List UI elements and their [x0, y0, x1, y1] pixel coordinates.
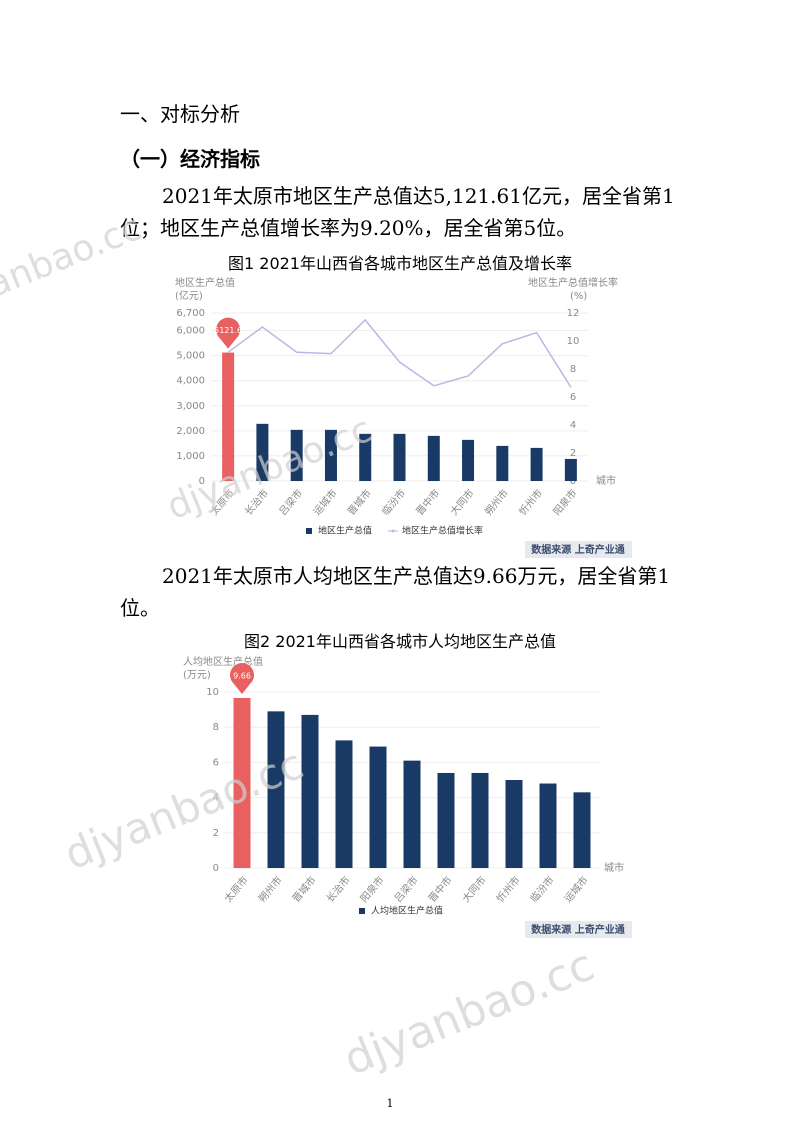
source: 数据来源 上奇产业通	[531, 923, 624, 936]
y-tick-label: 2	[213, 828, 219, 839]
y-axis-label: 地区生产总值	[175, 276, 235, 289]
y-axis-label: 人均地区生产总值	[183, 655, 263, 668]
x-axis-label: 城市	[604, 861, 624, 874]
bar	[471, 772, 489, 868]
x-tick-label: 大同市	[459, 874, 488, 905]
y2-axis-label: (%)	[570, 291, 587, 302]
figure-caption: 图2 2021年山西省各城市人均地区生产总值	[244, 632, 556, 651]
value-label: 5121.6	[214, 326, 242, 335]
y-tick-label: 0	[213, 863, 219, 874]
x-tick-label: 吕梁市	[276, 487, 305, 518]
y-tick-label: 3,000	[176, 401, 205, 412]
x-tick-label: 长治市	[323, 874, 352, 905]
y-tick-label: 8	[213, 722, 219, 733]
bar	[256, 423, 269, 481]
x-tick-label: 大同市	[447, 487, 476, 518]
y-axis-label: (亿元)	[175, 289, 203, 302]
y2-tick-label: 12	[567, 308, 580, 319]
bar	[301, 714, 319, 868]
source: 数据来源 上奇产业通	[531, 543, 624, 556]
y-tick-label: 6,700	[176, 308, 205, 319]
legend-label: 人均地区生产总值	[371, 905, 443, 917]
y2-tick-label: 6	[570, 392, 576, 403]
y-axis-label: (万元)	[183, 670, 211, 681]
bar	[233, 697, 251, 868]
x-tick-label: 晋城市	[289, 874, 318, 905]
bar	[369, 746, 387, 868]
y-tick-label: 2,000	[176, 426, 205, 437]
y-tick-label: 1,000	[176, 451, 205, 462]
y2-tick-label: 2	[570, 448, 576, 459]
figure-caption: 图1 2021年山西省各城市地区生产总值及增长率	[228, 254, 572, 273]
bar	[437, 772, 455, 868]
x-tick-label: 晋城市	[345, 487, 374, 518]
value-label: 9.66	[233, 671, 251, 680]
x-tick-label: 朔州市	[482, 487, 511, 518]
x-tick-label: 忻州市	[516, 487, 545, 518]
legend-label: 地区生产总值增长率	[402, 525, 483, 537]
page-number: 1	[386, 1097, 394, 1110]
y-tick-label: 0	[199, 476, 205, 487]
bar	[530, 447, 543, 481]
bar	[290, 429, 303, 481]
bar	[335, 740, 353, 868]
x-tick-label: 晋中市	[425, 874, 454, 905]
legend-label: 地区生产总值	[318, 525, 372, 537]
legend-swatch	[306, 528, 312, 534]
source-box	[525, 541, 632, 558]
bar	[403, 760, 421, 868]
x-tick-label: 阳泉市	[550, 487, 579, 518]
y-tick-label: 6	[213, 757, 219, 768]
bar	[359, 433, 372, 481]
x-tick-label: 阳泉市	[357, 874, 386, 905]
bar	[222, 352, 235, 481]
x-tick-label: 太原市	[221, 874, 250, 905]
y-tick-label: 10	[206, 687, 219, 698]
legend-swatch	[391, 529, 395, 533]
bar	[505, 780, 523, 868]
y-tick-label: 6,000	[176, 326, 205, 337]
watermark: djyanbao.cc	[0, 207, 147, 326]
x-tick-label: 临汾市	[527, 874, 556, 905]
pin	[216, 317, 241, 349]
bar	[267, 711, 285, 868]
y-tick-label: 4,000	[176, 376, 205, 387]
y2-tick-label: 8	[570, 364, 576, 375]
paragraph: 2021年太原市人均地区生产总值达9.66万元，居全省第1位。	[120, 564, 671, 620]
paragraph: 2021年太原市地区生产总值达5,121.61亿元，居全省第1位；地区生产总值增…	[120, 184, 675, 240]
line	[227, 318, 572, 388]
y2-axis-label: 地区生产总值增长率	[528, 276, 618, 289]
x-tick-label: 忻州市	[493, 874, 522, 905]
y2-tick-label: 4	[570, 420, 576, 431]
y2-tick-label: 0	[570, 476, 576, 487]
bar	[324, 429, 337, 481]
x-tick-label: 晋中市	[413, 487, 442, 518]
x-tick-label: 运城市	[310, 487, 339, 518]
legend-swatch	[359, 908, 365, 914]
subheading: （一）经济指标	[120, 147, 260, 171]
bar	[539, 783, 557, 868]
bar	[427, 435, 440, 481]
pin	[230, 663, 254, 694]
bar	[564, 458, 577, 481]
bar	[462, 439, 475, 481]
y2-tick-label: 10	[567, 336, 580, 347]
x-tick-label: 朔州市	[255, 874, 284, 905]
x-tick-label: 吕梁市	[391, 874, 420, 905]
bar	[393, 433, 406, 481]
y-tick-label: 4	[213, 793, 219, 804]
bar	[496, 445, 509, 481]
x-tick-label: 临汾市	[379, 487, 408, 518]
watermark: djyanbao.cc	[337, 940, 601, 1086]
source-box	[525, 921, 632, 938]
x-axis-label: 城市	[596, 474, 616, 487]
y-tick-label: 5,000	[176, 351, 205, 362]
x-tick-label: 运城市	[561, 874, 590, 905]
heading: 一、对标分析	[120, 102, 240, 126]
bar	[573, 792, 591, 868]
